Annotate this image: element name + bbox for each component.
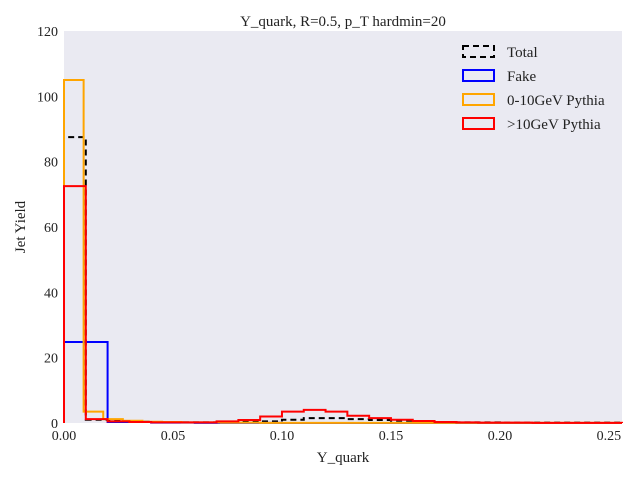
series-layer [63, 79, 623, 424]
series-10gev-pythia-line [63, 185, 623, 424]
x-tick-label: 0.05 [161, 429, 186, 444]
y-tick-label: 60 [44, 221, 58, 236]
plot-area [64, 31, 622, 423]
x-tick-label: 0.20 [488, 429, 513, 444]
y-tick-label: 40 [44, 286, 58, 301]
ticks-layer: 0.00 0.05 0.10 0.15 0.20 0.25 0 20 40 60 80 100 120 [37, 25, 621, 444]
y-tick-label: 100 [37, 90, 58, 105]
chart-title: Y_quark, R=0.5, p_T hardmin=20 [240, 14, 446, 30]
legend-label: 0-10GeV Pythia [507, 93, 605, 109]
legend-swatch [462, 69, 495, 82]
legend-label: >10GeV Pythia [507, 117, 601, 133]
x-tick-label: 0.00 [52, 429, 77, 444]
y-axis-label: Jet Yield [13, 200, 29, 253]
x-axis-label: Y_quark [317, 450, 370, 466]
y-tick-label: 20 [44, 352, 58, 367]
y-tick-label: 120 [37, 25, 58, 40]
x-tick-label: 0.25 [597, 429, 622, 444]
legend-label: Total [507, 45, 538, 61]
legend-label: Fake [507, 69, 537, 85]
legend-swatch [462, 93, 495, 106]
legend-swatch [462, 45, 495, 58]
y-tick-label: 80 [44, 156, 58, 171]
x-tick-label: 0.15 [379, 429, 404, 444]
legend-swatch [462, 117, 495, 130]
x-tick-label: 0.10 [270, 429, 295, 444]
legend: Total Fake 0-10GeV Pythia >10GeV Pythia [462, 45, 605, 133]
y-tick-label: 0 [51, 417, 58, 432]
